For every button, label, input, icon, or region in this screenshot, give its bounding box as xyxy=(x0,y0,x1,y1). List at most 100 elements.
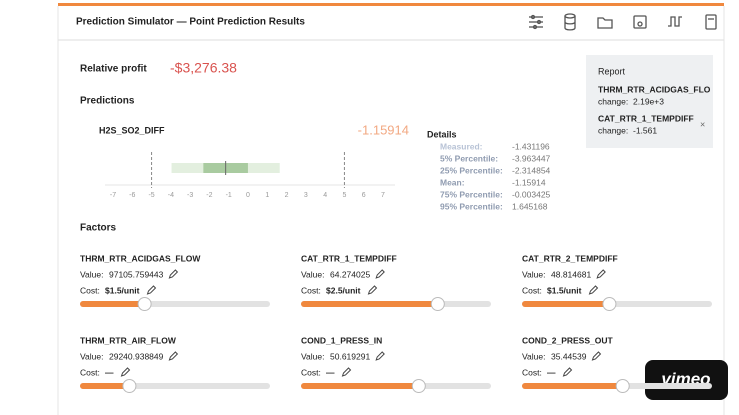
axis-tick-label: 4 xyxy=(323,192,327,199)
axis-tick-label: 0 xyxy=(246,192,250,199)
report-change-value: 2.19e+3 xyxy=(633,96,664,106)
edit-icon[interactable] xyxy=(588,285,599,295)
factor-value: 64.274025 xyxy=(330,269,370,279)
toolbar xyxy=(529,13,717,31)
factor-cost: — xyxy=(105,367,114,377)
edit-icon[interactable] xyxy=(562,367,573,377)
settings-icon[interactable] xyxy=(529,14,543,30)
factor-cost: — xyxy=(326,367,335,377)
detail-value: -0.003425 xyxy=(512,189,551,199)
target-name: H2S_SO2_DIFF xyxy=(99,125,165,135)
factor-cost-label: Cost: xyxy=(522,285,542,295)
factor-value: 50.619291 xyxy=(330,351,370,361)
factor-name: COND_1_PRESS_IN xyxy=(301,335,382,345)
relative-profit-label: Relative profit xyxy=(80,64,147,75)
factor-value-label: Value: xyxy=(80,269,103,279)
slider-knob[interactable] xyxy=(122,379,137,393)
factor-value-label: Value: xyxy=(301,269,324,279)
predictions-title: Predictions xyxy=(80,96,135,107)
detail-value: -1.15914 xyxy=(512,177,546,187)
slider-knob[interactable] xyxy=(430,297,445,311)
details-title: Details xyxy=(427,129,457,139)
edit-icon[interactable] xyxy=(596,269,606,279)
factor-cost-label: Cost: xyxy=(80,367,100,377)
edit-icon[interactable] xyxy=(146,285,157,295)
factor-value-label: Value: xyxy=(522,269,545,279)
detail-label: 25% Percentile: xyxy=(440,165,503,175)
slider-fill xyxy=(522,383,623,389)
report-panel xyxy=(586,55,713,148)
factor-value-label: Value: xyxy=(522,351,545,361)
slider-fill xyxy=(80,383,130,389)
edit-icon[interactable] xyxy=(367,285,378,295)
axis-tick-label: -6 xyxy=(129,192,135,199)
edit-icon[interactable] xyxy=(168,269,179,279)
axis-tick-label: 7 xyxy=(381,192,385,199)
detail-value: -1.431196 xyxy=(512,141,550,151)
axis-tick-label: -2 xyxy=(206,192,212,199)
report-change-value: -1.561 xyxy=(633,125,657,135)
report-item-name: CAT_RTR_1_TEMPDIFF xyxy=(598,113,694,123)
folder-icon[interactable] xyxy=(597,17,613,29)
factor-name: CAT_RTR_2_TEMPDIFF xyxy=(522,253,618,263)
factor-cost-label: Cost: xyxy=(301,367,321,377)
edit-icon[interactable] xyxy=(341,367,352,377)
edit-icon[interactable] xyxy=(375,269,385,279)
save-icon[interactable] xyxy=(633,15,647,29)
slider-knob[interactable] xyxy=(411,379,426,393)
axis-tick-label: 1 xyxy=(265,192,269,199)
factor-name: CAT_RTR_1_TEMPDIFF xyxy=(301,253,397,263)
top-accent xyxy=(58,3,724,6)
axis-tick-label: -7 xyxy=(110,192,116,199)
factor-value-label: Value: xyxy=(301,351,324,361)
slider-knob[interactable] xyxy=(615,379,630,393)
slider-fill xyxy=(301,383,419,389)
factor-cost: $2.5/unit xyxy=(326,285,361,295)
detail-label: Measured: xyxy=(440,141,483,151)
axis-tick-label: 2 xyxy=(285,192,289,199)
axis-tick-label: -5 xyxy=(148,192,154,199)
factor-cost: — xyxy=(547,367,556,377)
axis-tick-label: -1 xyxy=(226,192,232,199)
detail-label: Mean: xyxy=(440,177,465,187)
factor-value: 35.44539 xyxy=(551,351,587,361)
calculator-icon[interactable] xyxy=(705,14,717,30)
axis-tick-label: -4 xyxy=(168,192,174,199)
axis-tick-label: -3 xyxy=(187,192,193,199)
factor-cost-label: Cost: xyxy=(80,285,100,295)
axis-tick-label: 6 xyxy=(362,192,366,199)
factors-title: Factors xyxy=(80,223,117,234)
detail-label: 75% Percentile: xyxy=(440,189,503,199)
slider-fill xyxy=(522,301,610,307)
factor-value: 29240.938849 xyxy=(109,351,164,361)
factor-value-label: Value: xyxy=(80,351,103,361)
edit-icon[interactable] xyxy=(591,351,602,361)
slider-fill xyxy=(80,301,145,307)
factor-cost: $1.5/unit xyxy=(105,285,140,295)
slider-knob[interactable] xyxy=(602,297,617,311)
edit-icon[interactable] xyxy=(168,351,179,361)
report-title: Report xyxy=(598,66,626,76)
report-close[interactable]: × xyxy=(700,119,705,129)
database-icon[interactable] xyxy=(564,13,576,31)
factor-value: 97105.759443 xyxy=(109,269,164,279)
detail-value: 1.645168 xyxy=(512,201,548,211)
factor-name: COND_2_PRESS_OUT xyxy=(522,335,614,345)
factor-name: THRM_RTR_ACIDGAS_FLOW xyxy=(80,253,201,263)
target-value: -1.15914 xyxy=(358,122,409,137)
factor-cost: $1.5/unit xyxy=(547,285,582,295)
detail-label: 5% Percentile: xyxy=(440,153,498,163)
edit-icon[interactable] xyxy=(375,351,385,361)
report-change-label: change: xyxy=(598,96,628,106)
factor-name: THRM_RTR_AIR_FLOW xyxy=(80,335,177,345)
slider-fill xyxy=(301,301,438,307)
report-item-name: THRM_RTR_ACIDGAS_FLO xyxy=(598,84,711,94)
detail-value: -2.314854 xyxy=(512,165,551,175)
axis-tick-label: 5 xyxy=(342,192,346,199)
slider-knob[interactable] xyxy=(137,297,152,311)
edit-icon[interactable] xyxy=(120,367,131,377)
factor-value: 48.814681 xyxy=(551,269,591,279)
relative-profit-value: -$3,276.38 xyxy=(170,60,237,76)
signal-icon[interactable] xyxy=(668,16,682,27)
